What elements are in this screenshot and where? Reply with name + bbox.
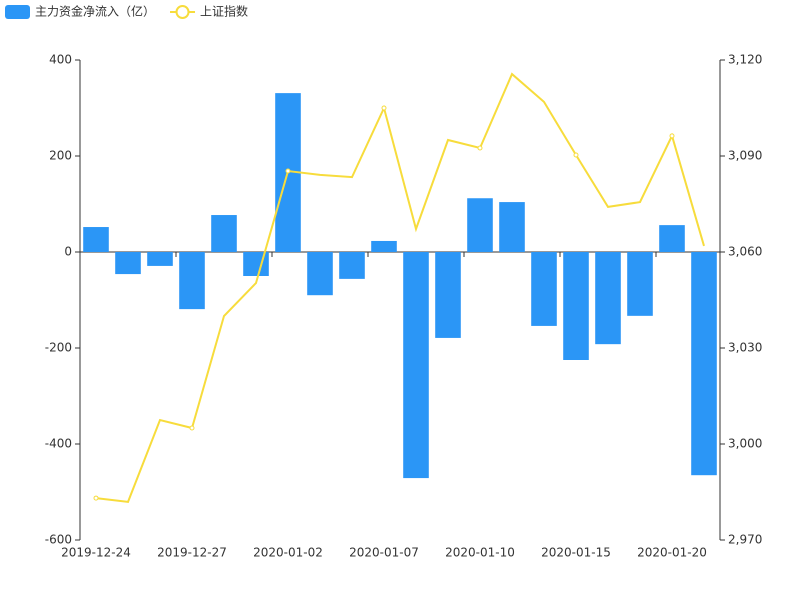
bar — [627, 252, 653, 316]
bar — [563, 252, 589, 360]
line — [95, 72, 705, 504]
x-tick-label: 2019-12-27 — [157, 546, 227, 560]
x-tick-label: 2020-01-10 — [445, 546, 515, 560]
y-tick-label: 200 — [49, 149, 72, 163]
line-point — [381, 105, 387, 111]
bar — [339, 252, 365, 279]
y-tick-label: -200 — [45, 341, 72, 355]
bar — [147, 252, 173, 266]
y-tick-label: -400 — [45, 437, 72, 451]
bar — [691, 252, 717, 476]
bar — [531, 252, 557, 326]
x-tick-label: 2020-01-15 — [541, 546, 611, 560]
y2-tick-label: 3,120 — [728, 53, 762, 67]
y2-tick-label: 3,030 — [728, 341, 762, 355]
x-tick-label: 2020-01-07 — [349, 546, 419, 560]
bar — [371, 240, 397, 252]
legend-label: 主力资金净流入（亿） — [35, 4, 155, 19]
bar — [467, 198, 493, 252]
legend-icon — [5, 5, 30, 19]
y-tick-label: 0 — [64, 245, 72, 259]
line-point — [93, 495, 99, 501]
y-tick-label: 400 — [49, 53, 72, 67]
line-point — [477, 145, 483, 151]
y2-tick-label: 2,970 — [728, 533, 762, 547]
bar — [243, 252, 269, 276]
line-point — [573, 152, 579, 158]
bar — [403, 252, 429, 479]
bar — [307, 252, 333, 296]
bar — [179, 252, 205, 310]
bar — [499, 202, 525, 252]
bar — [115, 252, 141, 275]
line-point — [669, 133, 675, 139]
y2-tick-label: 3,090 — [728, 149, 762, 163]
y-tick-label: -600 — [45, 533, 72, 547]
bar — [83, 227, 109, 252]
x-tick-label: 2020-01-02 — [253, 546, 323, 560]
line-point — [285, 168, 291, 174]
x-tick-label: 2020-01-20 — [637, 546, 707, 560]
bar — [595, 252, 621, 345]
bar — [659, 225, 685, 252]
x-tick-label: 2019-12-24 — [61, 546, 131, 560]
bar — [211, 215, 237, 252]
bar — [435, 252, 461, 338]
line-point — [189, 425, 195, 431]
y2-tick-label: 3,060 — [728, 245, 762, 259]
y2-tick-label: 3,000 — [728, 437, 762, 451]
legend-icon — [175, 5, 190, 19]
legend-label: 上证指数 — [200, 4, 248, 19]
